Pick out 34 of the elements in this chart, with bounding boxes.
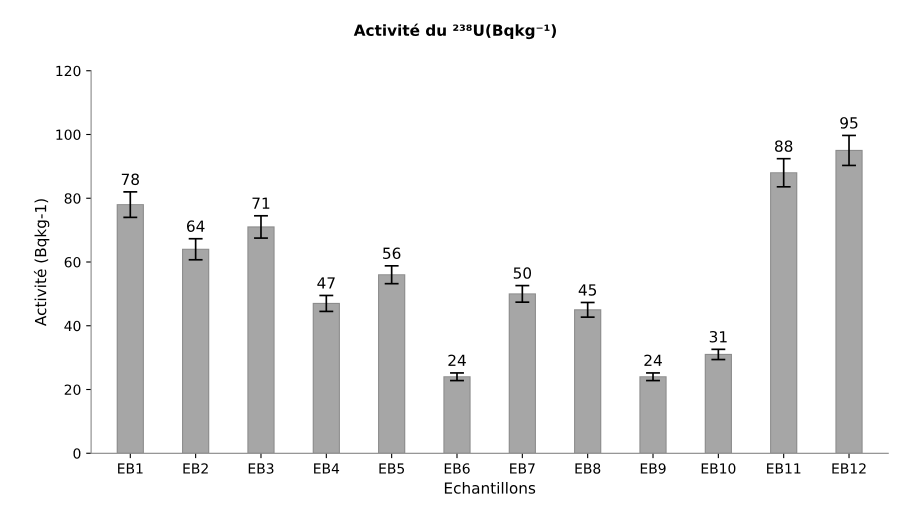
- data-label: 31: [710, 331, 727, 343]
- x-tick-label: EB4: [314, 463, 340, 474]
- x-axis-title: Echantillons: [444, 482, 536, 494]
- x-tick-label: EB12: [832, 463, 866, 474]
- x-tick-label: EB6: [444, 463, 470, 474]
- x-tick-label: EB3: [248, 463, 274, 474]
- data-label: 47: [317, 277, 335, 288]
- y-tick-label: 100: [56, 129, 80, 140]
- x-tick-label: EB1: [118, 463, 143, 474]
- data-label: 71: [252, 198, 270, 209]
- y-axis-title: Activité (Bqkg-1): [34, 199, 50, 326]
- y-tick-label: 120: [56, 66, 80, 76]
- data-label: 95: [840, 117, 858, 129]
- x-tick-label: EB5: [379, 463, 404, 474]
- y-tick-label: 0: [73, 448, 80, 459]
- x-tick-label: EB9: [640, 463, 666, 474]
- data-label: 24: [644, 354, 662, 366]
- data-label: 88: [775, 140, 792, 152]
- x-tick-label: EB8: [575, 463, 600, 474]
- y-tick-label: 60: [64, 256, 80, 268]
- data-label: 45: [578, 284, 596, 296]
- y-tick-label: 20: [64, 384, 80, 395]
- x-tick-label: EB2: [183, 463, 208, 474]
- x-tick-label: EB7: [510, 463, 535, 474]
- y-tick-label: 80: [64, 193, 80, 204]
- y-tick-label: 40: [64, 320, 80, 332]
- data-label: 78: [122, 174, 139, 186]
- data-label: 56: [383, 247, 400, 260]
- x-tick-label: EB10: [702, 463, 736, 474]
- data-label: 24: [448, 354, 466, 366]
- x-tick-label: EB11: [767, 463, 800, 474]
- data-label: 50: [514, 267, 532, 279]
- chart-title: Activité du ²³⁸U(Bqkg⁻¹): [354, 24, 556, 40]
- data-label: 64: [186, 220, 205, 232]
